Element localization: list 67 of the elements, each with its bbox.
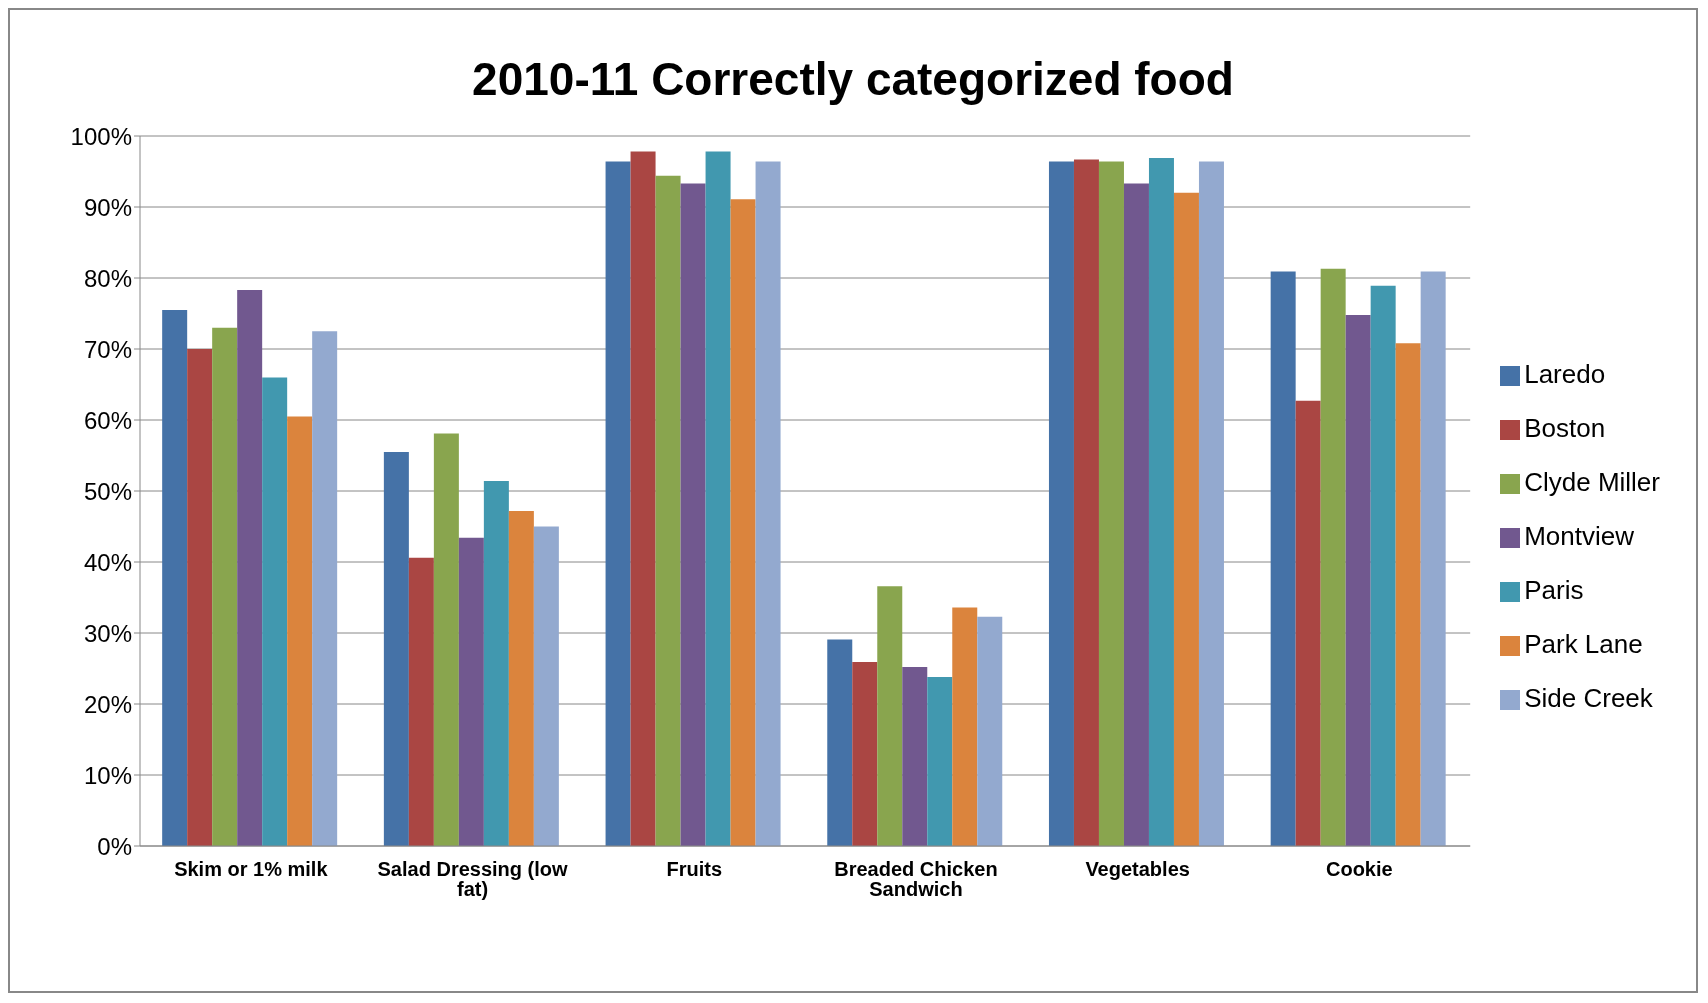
legend-label: Side Creek: [1524, 683, 1653, 713]
y-tick-label: 40%: [83, 548, 132, 576]
bar: [187, 349, 213, 846]
bar: [852, 662, 878, 846]
bar: [458, 537, 484, 846]
y-tick-label: 30%: [83, 619, 132, 647]
bar: [705, 151, 731, 846]
bar: [827, 639, 853, 846]
bar: [630, 151, 656, 846]
bar: [877, 586, 903, 846]
bar: [1320, 268, 1346, 846]
bar: [977, 616, 1003, 846]
bar: [262, 377, 288, 846]
bar: [1048, 161, 1074, 846]
bar: [533, 526, 559, 846]
bar: [730, 199, 756, 846]
bar: [605, 161, 631, 846]
bar: [1420, 271, 1446, 846]
bar: [162, 309, 188, 846]
bar: [508, 510, 534, 846]
legend-label: Montview: [1524, 521, 1635, 551]
bar: [1345, 314, 1371, 846]
x-tick-label: Skim or 1% milk: [174, 858, 329, 881]
bar: [383, 451, 409, 846]
bar: [287, 416, 313, 846]
legend-label: Park Lane: [1524, 629, 1643, 659]
bar: [1370, 285, 1396, 846]
y-tick-label: 20%: [83, 690, 132, 718]
bar: [1198, 161, 1224, 846]
x-tick-label: Salad Dressing (low fat): [377, 858, 569, 901]
bar: [433, 433, 459, 846]
y-tick-label: 50%: [83, 477, 132, 505]
bar: [237, 290, 263, 846]
bar: [312, 331, 338, 846]
bar: [655, 175, 681, 846]
y-tick-label: 80%: [83, 264, 132, 292]
bar: [212, 327, 238, 846]
legend-label: Boston: [1524, 413, 1606, 443]
bar: [680, 183, 706, 846]
bar: [952, 607, 978, 846]
bar: [483, 481, 509, 846]
y-tick-label: 90%: [83, 193, 132, 221]
x-tick-label: Vegetables: [1085, 858, 1190, 881]
x-tick-label: Cookie: [1325, 858, 1393, 881]
bar: [755, 161, 781, 846]
bar: [408, 557, 434, 846]
chart-title: 2010-11 Correctly categorized food: [471, 52, 1235, 106]
bar: [1073, 159, 1099, 846]
bar: [1148, 158, 1174, 846]
bar: [1123, 183, 1149, 846]
bar: [927, 677, 953, 846]
bar: [902, 667, 928, 846]
bar: [1270, 271, 1296, 846]
legend-label: Clyde Miller: [1524, 467, 1660, 497]
x-tick-label: Fruits: [666, 858, 723, 881]
x-tick-label: Breaded Chicken Sandwich: [834, 858, 998, 901]
y-tick-label: 60%: [83, 406, 132, 434]
y-tick-label: 0%: [97, 832, 132, 860]
y-tick-label: 10%: [83, 761, 132, 789]
legend-label: Paris: [1524, 575, 1584, 605]
bar: [1295, 400, 1321, 846]
bar: [1395, 343, 1421, 846]
bar: [1098, 161, 1124, 846]
y-tick-label: 100%: [70, 122, 132, 150]
y-tick-label: 70%: [83, 335, 132, 363]
legend-label: Laredo: [1524, 359, 1606, 389]
bar: [1173, 192, 1199, 846]
